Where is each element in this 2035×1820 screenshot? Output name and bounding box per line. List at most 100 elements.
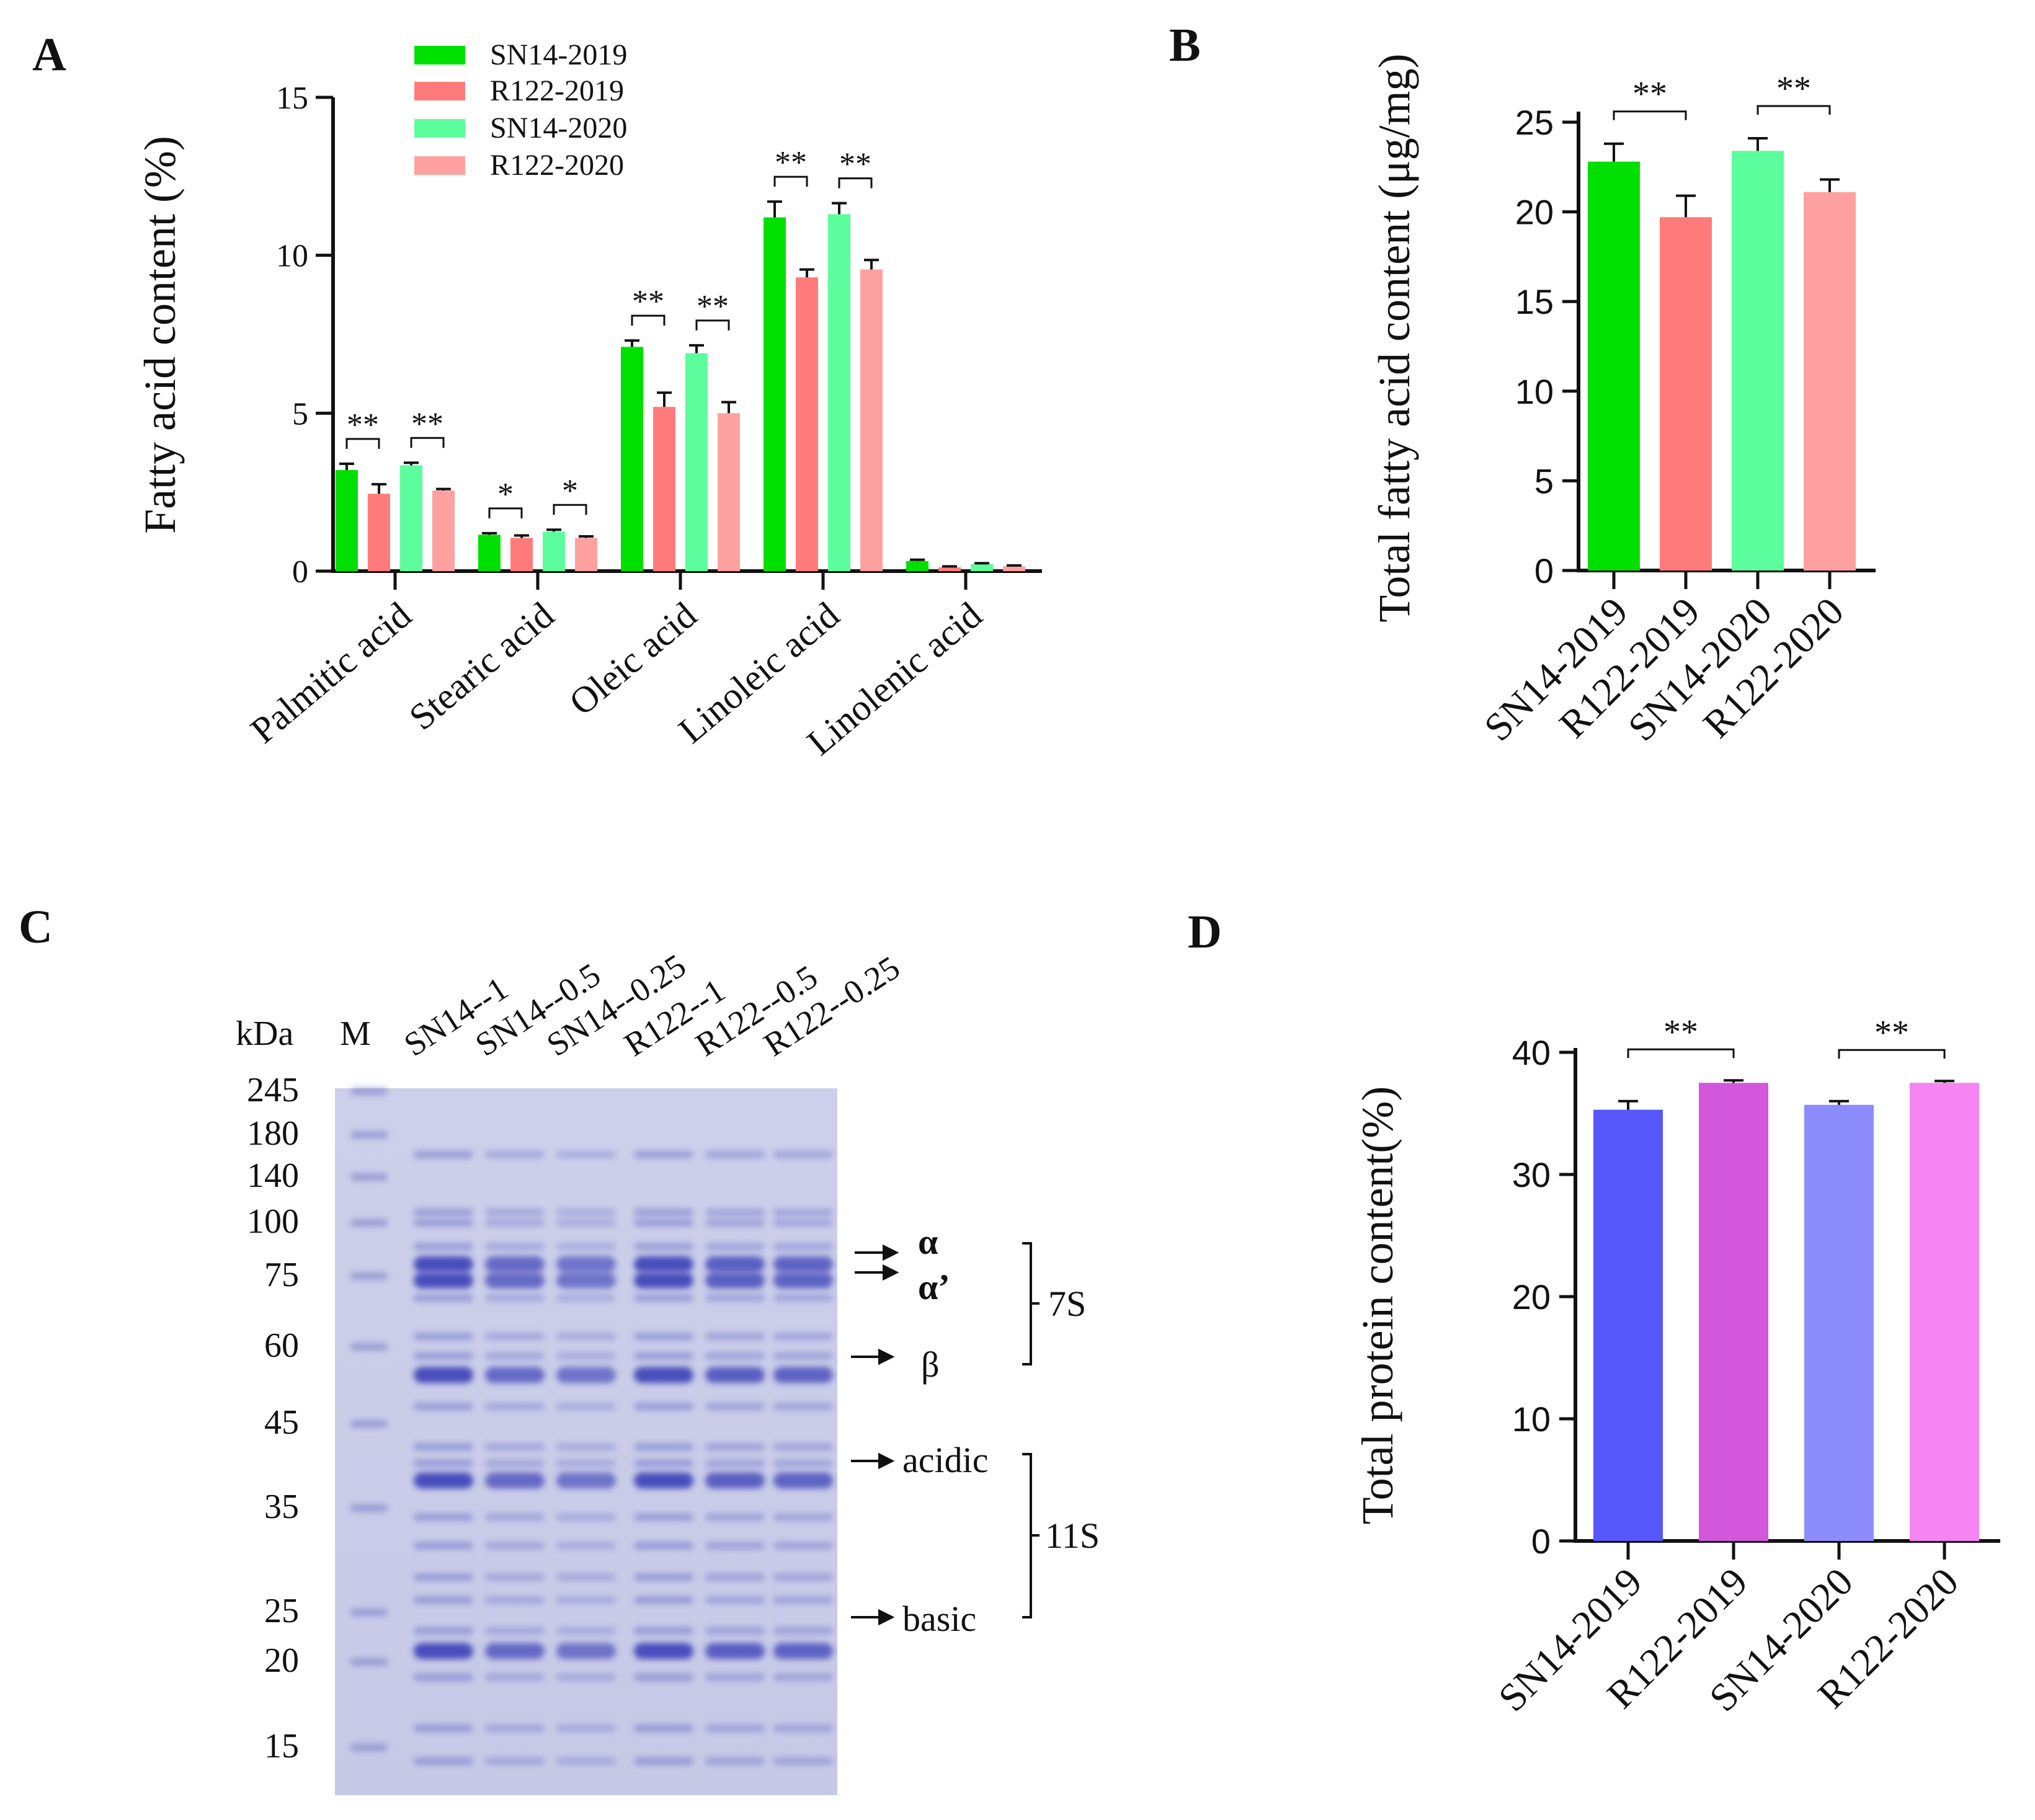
gel-sample-band (556, 1725, 616, 1733)
gel-sample-band (485, 1352, 545, 1360)
gel-sample-band (773, 1443, 833, 1451)
gel-sample-band (556, 1294, 616, 1302)
chart-b-ytick-label: 20 (1515, 193, 1554, 232)
gel-sample-band (634, 1272, 693, 1289)
chart-d-bar-r122-2019 (1699, 1083, 1768, 1541)
gel-sample-band (485, 1757, 545, 1765)
chart-b-bar-r122-2020 (1804, 192, 1856, 571)
gel-sample-band (705, 1150, 765, 1158)
chart-b-ytick-label: 15 (1515, 282, 1554, 321)
gel-sample-band (634, 1150, 693, 1158)
gel-sample-band (414, 1673, 473, 1681)
gel-sample-band (414, 1459, 473, 1467)
gel-sample-band (705, 1209, 765, 1217)
bar-sn14-2019-linolenic-acid (906, 561, 928, 571)
gel-annotation-7s: 7S (1048, 1284, 1086, 1324)
bar-r122-2019-linolenic-acid (938, 567, 961, 571)
legend-swatch-sn14-2019 (414, 46, 465, 64)
gel-sample-band (705, 1443, 765, 1451)
legend-label-r122-2019: R122-2019 (490, 74, 624, 107)
gel-sample-band (485, 1403, 545, 1411)
chart-d-significance-label: ** (1663, 1013, 1698, 1051)
significance-label: ** (697, 289, 729, 324)
gel-sample-band (773, 1643, 833, 1659)
gel-sample-band (556, 1573, 616, 1581)
panel-label-c: C (19, 901, 53, 953)
gel-sample-band (634, 1757, 693, 1765)
chart-a-xtick-stearic-acid: Stearic acid (401, 594, 561, 738)
gel-sample-band (556, 1150, 616, 1158)
gel-sample-band (556, 1367, 616, 1383)
gel-sample-band (485, 1573, 545, 1581)
chart-a-legend: SN14-2019 R122-2019 SN14-2020 R122-2020 (414, 38, 627, 182)
gel-sample-band (634, 1333, 693, 1341)
bar-r122-2019-stearic-acid (510, 538, 533, 571)
chart-b-ytick-label: 10 (1515, 372, 1554, 411)
significance-bracket (345, 438, 380, 449)
gel-marker-band (350, 1744, 388, 1751)
gel-sample-band (485, 1333, 545, 1341)
gel-sample-band (414, 1367, 473, 1383)
legend-label-sn14-2019: SN14-2019 (490, 38, 627, 71)
gel-sample-band (556, 1272, 616, 1289)
significance-bracket (553, 504, 587, 515)
gel-marker-label-140: 140 (247, 1156, 299, 1195)
gel-sample-band (556, 1243, 616, 1251)
bar-r122-2019-palmitic-acid (368, 494, 390, 571)
gel-annotation-basic: basic (902, 1599, 976, 1639)
legend-label-sn14-2020: SN14-2020 (490, 112, 627, 144)
gel-sample-band (556, 1542, 616, 1550)
panel-label-a: A (32, 29, 66, 81)
gel-sample-band (773, 1513, 833, 1521)
gel-sample-band (773, 1573, 833, 1581)
gel-sample-band (414, 1725, 473, 1733)
bar-sn14-2019-stearic-acid (478, 535, 501, 571)
gel-sample-band (773, 1542, 833, 1550)
gel-sample-band (634, 1352, 693, 1360)
gel-sample-band (773, 1367, 833, 1383)
significance-label: ** (839, 147, 871, 182)
gel-sample-band (773, 1725, 833, 1733)
gel-sample-band (414, 1472, 473, 1489)
gel-sample-band (485, 1367, 545, 1383)
legend-swatch-r122-2020 (414, 156, 465, 175)
gel-sample-band (414, 1757, 473, 1765)
bar-sn14-2020-palmitic-acid (400, 465, 422, 571)
gel-sample-band (485, 1443, 545, 1451)
chart-b-ytick-label: 0 (1534, 551, 1554, 590)
gel-sample-band (773, 1209, 833, 1217)
chart-b-bar-r122-2019 (1660, 217, 1712, 570)
gel-sample-band (634, 1627, 693, 1635)
gel-sample-band (414, 1243, 473, 1251)
gel-sample-band (414, 1513, 473, 1521)
gel-sample-band (705, 1643, 765, 1659)
gel-marker-label-245: 245 (247, 1071, 299, 1109)
gel-sample-band (485, 1219, 545, 1227)
gel-sample-band (634, 1472, 693, 1489)
gel-marker-band (350, 1343, 388, 1351)
chart-d-ytick-label: 20 (1512, 1277, 1551, 1316)
gel-sample-band (773, 1333, 833, 1341)
gel-sample-band (705, 1757, 765, 1765)
chart-d-significance-bracket (1627, 1048, 1735, 1059)
gel-sample-band (414, 1219, 473, 1227)
gel-sample-band (634, 1443, 693, 1451)
bar-sn14-2020-linoleic-acid (828, 214, 850, 571)
bar-sn14-2019-palmitic-acid (336, 470, 358, 571)
gel-sample-band (485, 1596, 545, 1604)
gel-marker-label-180: 180 (247, 1114, 299, 1153)
gel-sample-band (556, 1333, 616, 1341)
gel-marker-label-60: 60 (264, 1326, 299, 1365)
gel-marker-label-45: 45 (264, 1403, 299, 1442)
gel-sample-band (485, 1643, 545, 1659)
gel-sample-band (705, 1596, 765, 1604)
gel-image (335, 1088, 837, 1795)
gel-sample-band (556, 1443, 616, 1451)
chart-b-ytick-label: 5 (1534, 461, 1554, 500)
gel-sample-band (705, 1627, 765, 1635)
chart-b-significance-bracket (1757, 105, 1831, 115)
gel-sample-band (705, 1294, 765, 1302)
chart-a-xtick-palmitic-acid: Palmitic acid (243, 594, 419, 751)
gel-marker-band (350, 1088, 388, 1095)
